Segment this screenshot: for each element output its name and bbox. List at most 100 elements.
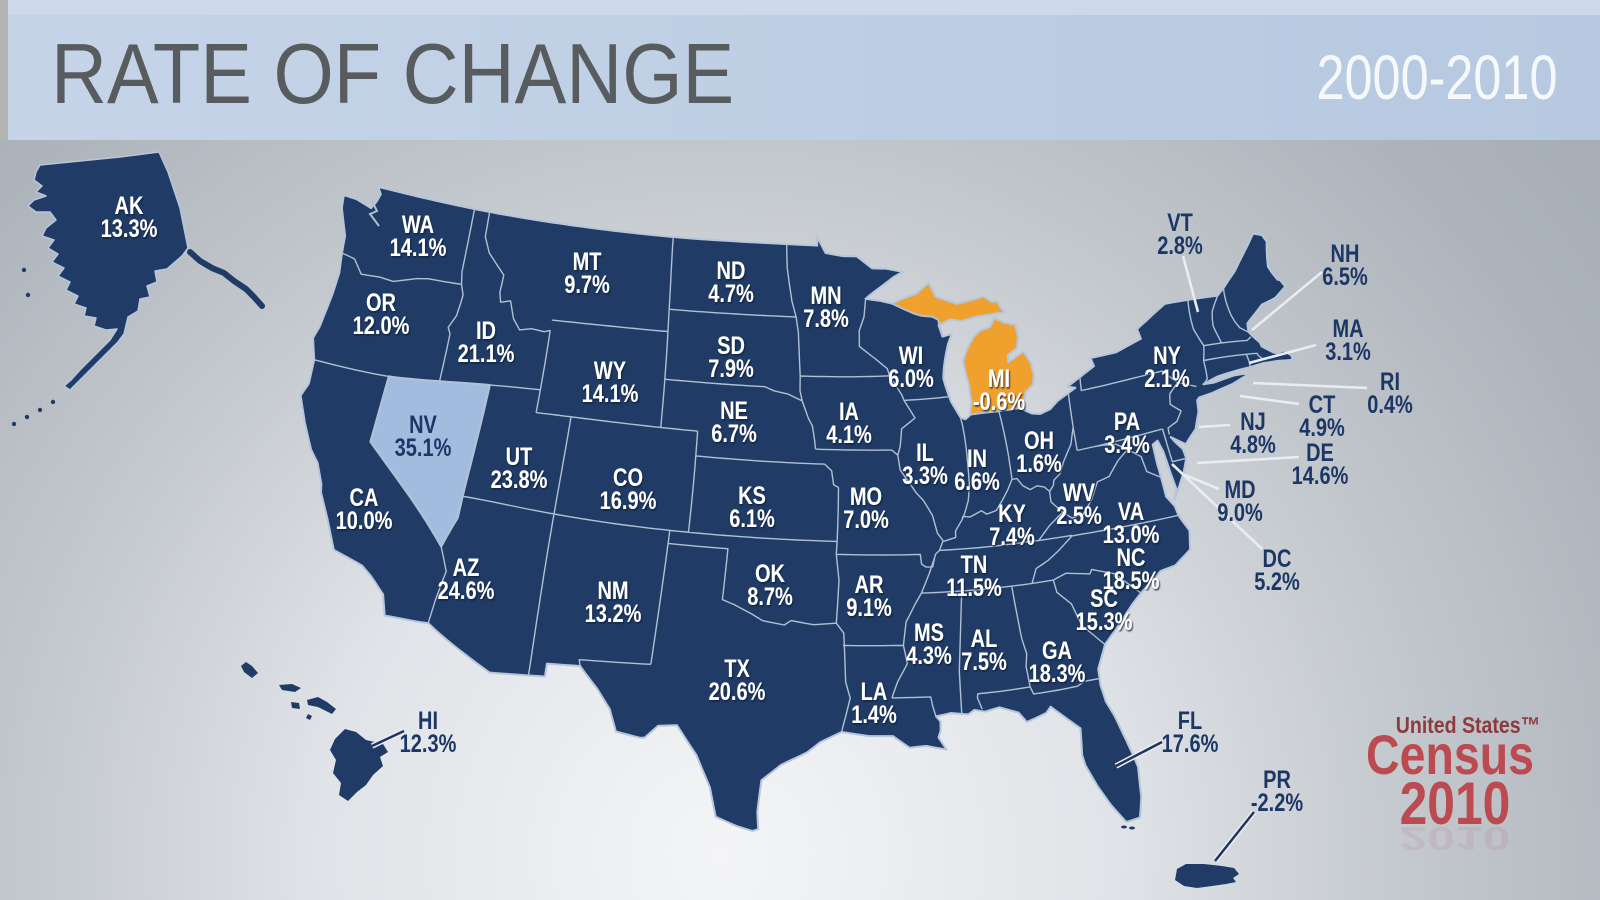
svg-text:4.8%: 4.8% <box>1230 431 1276 459</box>
svg-text:DE: DE <box>1306 439 1334 467</box>
svg-text:7.9%: 7.9% <box>708 355 754 383</box>
svg-text:AR: AR <box>855 571 884 599</box>
svg-text:IN: IN <box>967 445 987 473</box>
svg-text:4.7%: 4.7% <box>708 280 754 308</box>
svg-text:IL: IL <box>916 439 934 467</box>
svg-text:NY: NY <box>1153 342 1181 370</box>
svg-text:TN: TN <box>961 551 988 579</box>
svg-text:3.3%: 3.3% <box>902 462 948 490</box>
svg-text:LA: LA <box>861 678 888 706</box>
svg-text:ND: ND <box>717 257 746 285</box>
svg-text:7.5%: 7.5% <box>961 648 1007 676</box>
svg-text:1.6%: 1.6% <box>1016 450 1062 478</box>
svg-text:14.6%: 14.6% <box>1292 462 1349 490</box>
svg-text:NC: NC <box>1117 544 1146 572</box>
svg-text:United States™: United States™ <box>1396 713 1540 739</box>
svg-text:CT: CT <box>1309 391 1336 419</box>
svg-text:UT: UT <box>506 443 533 471</box>
svg-text:8.7%: 8.7% <box>747 583 793 611</box>
svg-text:VT: VT <box>1167 209 1193 237</box>
svg-text:14.1%: 14.1% <box>390 234 447 262</box>
svg-text:GA: GA <box>1042 637 1072 665</box>
svg-text:FL: FL <box>1178 707 1203 735</box>
svg-text:OK: OK <box>755 560 786 588</box>
svg-text:MT: MT <box>573 248 602 276</box>
svg-text:18.3%: 18.3% <box>1029 660 1086 688</box>
svg-text:4.1%: 4.1% <box>826 421 872 449</box>
svg-text:20.6%: 20.6% <box>709 678 766 706</box>
svg-text:OH: OH <box>1024 427 1054 455</box>
svg-text:AK: AK <box>115 192 144 220</box>
svg-text:7.0%: 7.0% <box>843 506 889 534</box>
svg-text:14.1%: 14.1% <box>582 380 639 408</box>
svg-text:MD: MD <box>1224 476 1255 504</box>
svg-text:21.1%: 21.1% <box>458 340 515 368</box>
svg-text:0.4%: 0.4% <box>1367 391 1413 419</box>
svg-text:13.3%: 13.3% <box>101 215 158 243</box>
svg-text:18.5%: 18.5% <box>1103 567 1160 595</box>
svg-text:NM: NM <box>597 577 628 605</box>
svg-text:11.5%: 11.5% <box>946 574 1002 602</box>
svg-text:35.1%: 35.1% <box>395 434 452 462</box>
svg-text:-2.2%: -2.2% <box>1251 789 1303 817</box>
svg-text:MA: MA <box>1332 315 1363 343</box>
svg-text:WV: WV <box>1063 479 1095 507</box>
svg-text:12.0%: 12.0% <box>353 312 410 340</box>
svg-text:RATE OF CHANGE: RATE OF CHANGE <box>51 27 734 122</box>
svg-text:NJ: NJ <box>1240 408 1266 436</box>
svg-text:2010: 2010 <box>1400 820 1511 857</box>
svg-text:MS: MS <box>914 619 944 647</box>
svg-text:13.2%: 13.2% <box>585 600 642 628</box>
svg-text:SC: SC <box>1090 585 1118 613</box>
svg-text:WY: WY <box>594 357 626 385</box>
svg-text:AZ: AZ <box>453 554 480 582</box>
svg-text:NE: NE <box>720 397 748 425</box>
svg-text:MO: MO <box>850 483 882 511</box>
svg-text:RI: RI <box>1380 368 1400 396</box>
svg-text:4.3%: 4.3% <box>906 642 952 670</box>
svg-text:5.2%: 5.2% <box>1254 568 1300 596</box>
svg-text:VA: VA <box>1118 498 1144 526</box>
svg-text:2.5%: 2.5% <box>1056 502 1102 530</box>
svg-text:9.7%: 9.7% <box>564 271 610 299</box>
svg-text:12.3%: 12.3% <box>400 730 457 758</box>
svg-text:KS: KS <box>738 482 766 510</box>
svg-text:MN: MN <box>810 282 841 310</box>
svg-text:ID: ID <box>476 317 496 345</box>
svg-text:7.8%: 7.8% <box>803 305 849 333</box>
svg-text:WI: WI <box>899 342 923 370</box>
svg-text:-0.6%: -0.6% <box>973 388 1025 416</box>
svg-text:CA: CA <box>350 484 379 512</box>
svg-text:9.1%: 9.1% <box>846 594 892 622</box>
svg-text:16.9%: 16.9% <box>600 487 657 515</box>
svg-text:HI: HI <box>418 707 438 735</box>
svg-text:3.4%: 3.4% <box>1104 431 1150 459</box>
svg-text:2.8%: 2.8% <box>1157 232 1203 260</box>
svg-text:NV: NV <box>409 411 437 439</box>
svg-text:IA: IA <box>839 398 859 426</box>
svg-text:PA: PA <box>1114 408 1140 436</box>
svg-text:23.8%: 23.8% <box>491 466 548 494</box>
svg-text:1.4%: 1.4% <box>851 701 897 729</box>
svg-text:6.6%: 6.6% <box>954 468 1000 496</box>
svg-text:7.4%: 7.4% <box>989 523 1035 551</box>
svg-text:DC: DC <box>1263 545 1292 573</box>
svg-text:15.3%: 15.3% <box>1076 608 1133 636</box>
svg-text:PR: PR <box>1263 766 1291 794</box>
svg-text:6.1%: 6.1% <box>729 505 775 533</box>
svg-text:6.0%: 6.0% <box>888 365 934 393</box>
svg-text:10.0%: 10.0% <box>336 507 393 535</box>
svg-text:6.5%: 6.5% <box>1322 263 1368 291</box>
svg-text:13.0%: 13.0% <box>1103 521 1160 549</box>
svg-text:24.6%: 24.6% <box>438 577 495 605</box>
svg-text:OR: OR <box>366 289 396 317</box>
svg-text:CO: CO <box>613 464 643 492</box>
svg-text:KY: KY <box>998 500 1026 528</box>
svg-text:NH: NH <box>1331 240 1360 268</box>
svg-text:TX: TX <box>724 655 750 683</box>
svg-text:2000-2010: 2000-2010 <box>1317 43 1558 114</box>
svg-text:MI: MI <box>988 365 1010 393</box>
svg-text:WA: WA <box>402 211 434 239</box>
svg-text:3.1%: 3.1% <box>1325 338 1371 366</box>
svg-text:SD: SD <box>717 332 745 360</box>
